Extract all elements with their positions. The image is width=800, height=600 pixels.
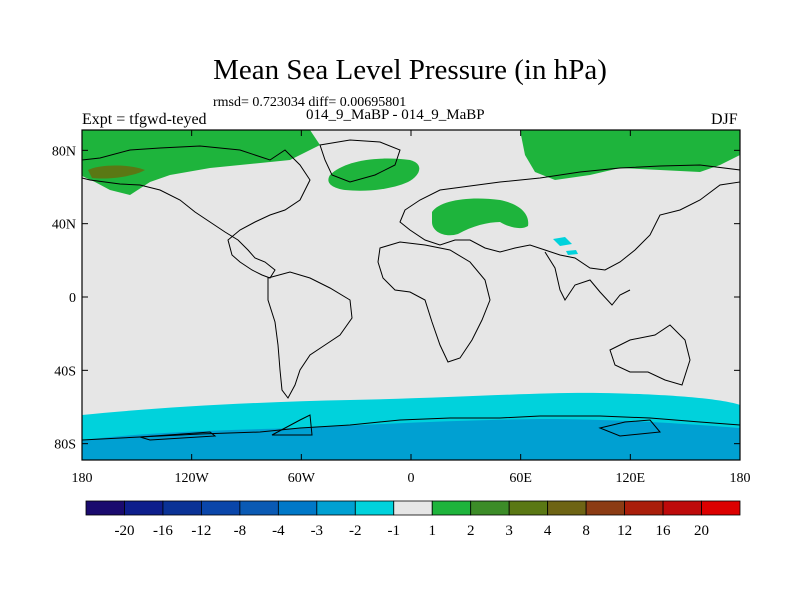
colorbar-label: -3 <box>311 523 324 539</box>
colorbar-swatch <box>354 500 395 516</box>
lat-tick-label: 40S <box>54 364 76 379</box>
colorbar-label: -1 <box>388 523 401 539</box>
colorbar-swatch <box>547 500 587 516</box>
lat-tick-label: 40N <box>52 218 76 233</box>
colorbar: -20 -16 -12 -8 -4 -3 -2 -1 1 2 3 4 8 12 16 20 <box>85 500 741 539</box>
negative-contour-band-strong <box>82 419 740 460</box>
colorbar-swatch <box>85 500 125 516</box>
longitude-axis: 180 120W 60W 0 60E 120E 180 <box>72 130 751 486</box>
colorbar-swatch <box>470 500 510 516</box>
colorbar-swatch <box>277 500 318 516</box>
colorbar-label: -12 <box>191 523 211 539</box>
coastlines <box>81 139 741 441</box>
colorbar-swatch <box>701 500 741 516</box>
lon-tick-label: 60E <box>509 471 532 486</box>
colorbar-swatch <box>393 500 433 516</box>
colorbar-label: -2 <box>349 523 362 539</box>
colorbar-swatch <box>662 500 702 516</box>
colorbar-label: 8 <box>582 523 590 539</box>
lon-tick-label: 180 <box>730 471 751 486</box>
colorbar-swatch <box>431 500 472 516</box>
positive-contour-region <box>432 198 529 236</box>
colorbar-swatch <box>585 500 625 516</box>
positive-contour-region <box>520 130 740 180</box>
colorbar-label: -8 <box>234 523 247 539</box>
stats-label: rmsd= 0.723034 diff= 0.00695801 <box>213 95 407 110</box>
colorbar-label: 4 <box>544 523 552 539</box>
lon-tick-label: 60W <box>288 471 316 486</box>
colorbar-swatch <box>162 500 202 516</box>
lon-tick-label: 180 <box>72 471 93 486</box>
experiment-subtitle: 014_9_MaBP - 014_9_MaBP <box>306 107 485 123</box>
map-panel <box>81 129 741 461</box>
colorbar-swatch <box>508 500 549 516</box>
colorbar-label: -16 <box>153 523 173 539</box>
colorbar-label: 16 <box>656 523 672 539</box>
positive-contour-region-dark <box>88 165 145 179</box>
positive-contour-region <box>82 130 320 195</box>
map-title: Mean Sea Level Pressure (in hPa) <box>213 54 607 86</box>
colorbar-label: -4 <box>272 523 285 539</box>
colorbar-swatch <box>624 500 664 516</box>
colorbar-label: 3 <box>505 523 513 539</box>
lat-tick-label: 80S <box>54 438 76 453</box>
negative-contour-spot <box>566 250 578 255</box>
colorbar-swatch <box>239 500 279 516</box>
colorbar-swatch <box>316 500 356 516</box>
latitude-axis: 80N 40N 0 40S 80S <box>52 144 740 453</box>
colorbar-label: 2 <box>467 523 475 539</box>
positive-contour-region <box>328 158 420 191</box>
colorbar-label: 12 <box>617 523 632 539</box>
colorbar-label: 1 <box>428 523 436 539</box>
experiment-label: Expt = tfgwd-teyed <box>82 111 207 128</box>
colorbar-label: -20 <box>114 523 134 539</box>
colorbar-swatch <box>201 500 241 516</box>
lon-tick-label: 0 <box>408 471 415 486</box>
lat-tick-label: 80N <box>52 144 76 159</box>
colorbar-label: 20 <box>694 523 709 539</box>
lat-tick-label: 0 <box>69 291 76 306</box>
season-label: DJF <box>711 111 738 128</box>
negative-contour-spot <box>553 237 572 246</box>
colorbar-swatch <box>124 500 164 516</box>
lon-tick-label: 120E <box>616 471 646 486</box>
lon-tick-label: 120W <box>175 471 210 486</box>
